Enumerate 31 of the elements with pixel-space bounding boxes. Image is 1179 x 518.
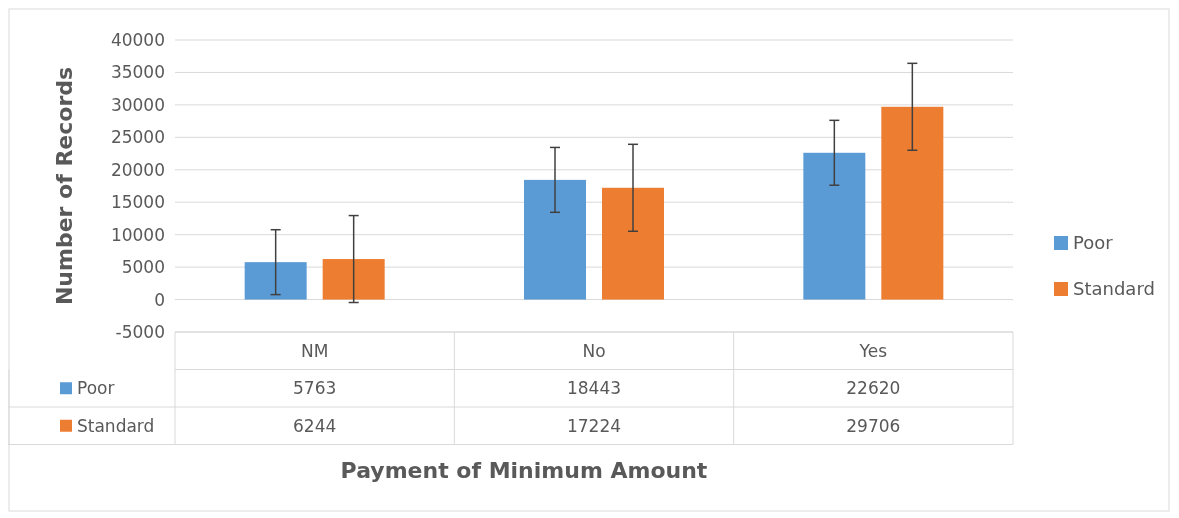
y-tick-label: 30000 (110, 94, 165, 115)
y-tick-label: 10000 (110, 224, 165, 245)
y-tick-label: 25000 (110, 127, 165, 148)
y-tick-label: 0 (154, 289, 165, 310)
data-label: 29706 (846, 415, 901, 436)
legend-label: Standard (1073, 278, 1155, 300)
bar (881, 106, 944, 300)
text: Poor (1073, 232, 1113, 254)
bar (803, 152, 866, 300)
y-tick-label: 5000 (121, 257, 165, 278)
y-tick-label: 15000 (110, 192, 165, 213)
legend-label: Poor (77, 378, 115, 399)
y-tick-label: 20000 (110, 159, 165, 180)
text: Standard (77, 415, 155, 436)
x-tick-label: No (582, 340, 606, 361)
y-tick-label: 35000 (110, 62, 165, 83)
x-tick-label: NM (300, 340, 329, 361)
bar (244, 262, 307, 300)
data-label: 6244 (293, 415, 337, 436)
y-tick-label: -5000 (115, 321, 165, 342)
y-axis-title: Number of Records (52, 66, 77, 306)
x-tick-label: Yes (858, 340, 888, 361)
bar (602, 187, 664, 300)
data-label: 18443 (566, 378, 622, 399)
y-tick-label: 40000 (110, 29, 165, 50)
bar (524, 179, 586, 300)
data-label: 22620 (846, 378, 901, 399)
data-label: 5763 (293, 378, 337, 399)
x-axis-title: Payment of Minimum Amount (340, 457, 708, 483)
data-label: 17224 (566, 415, 622, 436)
bar (322, 259, 385, 300)
